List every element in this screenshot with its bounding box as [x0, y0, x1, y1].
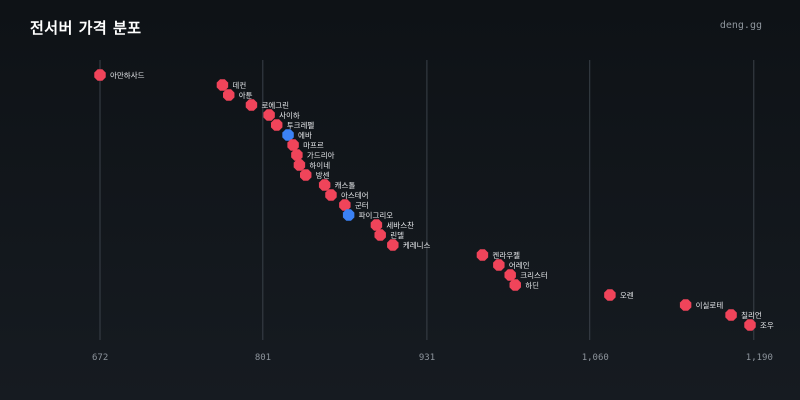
data-point-label: 로에그린: [261, 100, 289, 110]
data-point-label: 하딘: [525, 280, 539, 290]
data-point-label: 크리스터: [520, 271, 548, 280]
data-point-marker[interactable]: [387, 239, 399, 251]
data-point-label: 마프르: [303, 141, 324, 150]
x-tick-label: 1,190: [746, 353, 773, 363]
data-point-marker[interactable]: [94, 69, 106, 81]
x-tick-label: 931: [419, 353, 435, 363]
data-point-label: 방센: [316, 170, 330, 180]
data-point-marker[interactable]: [282, 129, 294, 141]
data-point-label: 케레니스: [403, 241, 431, 250]
data-point-marker[interactable]: [318, 179, 331, 191]
data-point-label: 칠리언: [741, 310, 762, 320]
data-point-label: 아만하사드: [110, 70, 145, 80]
data-point-marker[interactable]: [504, 269, 516, 281]
data-point-marker[interactable]: [339, 199, 351, 211]
data-point-label: 데컨: [232, 80, 246, 90]
data-point-label: 린델: [390, 230, 404, 240]
data-point-label: 이실로테: [696, 300, 724, 310]
data-point-marker[interactable]: [725, 309, 737, 321]
data-point-label: 가드리아: [307, 150, 335, 160]
data-point-label: 아스테어: [341, 190, 369, 200]
data-point-label: 사이하: [279, 110, 300, 120]
data-point-label: 오렌: [620, 290, 634, 300]
x-tick-label: 801: [255, 353, 271, 363]
data-point-marker[interactable]: [223, 89, 235, 101]
data-point-label: 파이그리오: [359, 210, 394, 220]
x-tick-label: 1,060: [582, 353, 609, 363]
data-point-label: 아툰: [239, 90, 253, 100]
chart-title: 전서버 가격 분포: [30, 19, 142, 37]
data-point-marker[interactable]: [509, 279, 521, 291]
data-point-label: 하이네: [309, 160, 330, 170]
data-point-label: 조우: [760, 321, 774, 330]
data-point-marker[interactable]: [370, 219, 383, 231]
data-point-marker[interactable]: [476, 249, 489, 261]
data-point-marker[interactable]: [493, 259, 505, 271]
data-point-marker[interactable]: [270, 119, 283, 131]
data-point-label: 켄라우젤: [492, 250, 520, 260]
data-point-marker[interactable]: [744, 319, 756, 331]
data-point-marker[interactable]: [291, 149, 303, 161]
data-point-label: 에바: [298, 130, 312, 140]
data-point-marker[interactable]: [374, 229, 386, 241]
data-point-marker[interactable]: [263, 109, 275, 121]
data-point-marker[interactable]: [604, 289, 616, 301]
data-point-marker[interactable]: [293, 159, 306, 171]
data-point-marker[interactable]: [216, 79, 229, 91]
data-point-marker[interactable]: [245, 99, 258, 111]
data-point-label: 세바스찬: [386, 220, 414, 230]
data-point-marker[interactable]: [287, 139, 299, 151]
data-point-marker[interactable]: [325, 189, 337, 201]
data-point-label: 캐스톨: [335, 181, 356, 190]
data-point-marker[interactable]: [300, 169, 312, 181]
data-point-label: 군터: [355, 201, 369, 210]
data-point-label: 투크레펠: [287, 121, 315, 130]
x-tick-label: 672: [92, 353, 108, 363]
data-point-marker[interactable]: [342, 209, 355, 221]
data-point-marker[interactable]: [679, 299, 692, 311]
brand-label: deng.gg: [719, 20, 762, 31]
data-point-label: 어레인: [509, 260, 530, 270]
